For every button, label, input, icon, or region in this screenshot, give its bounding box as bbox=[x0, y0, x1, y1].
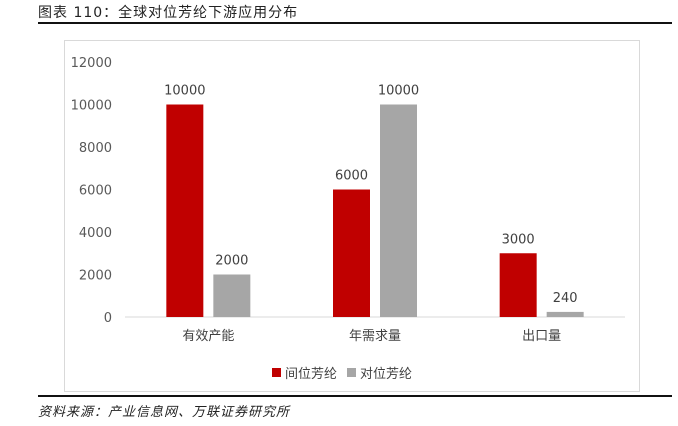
y-tick-label-6: 12000 bbox=[71, 56, 112, 71]
y-tick-label-2: 4000 bbox=[79, 226, 112, 241]
x-category-label-2: 出口量 bbox=[522, 329, 561, 344]
x-category-label-0: 有效产能 bbox=[182, 329, 234, 344]
data-label-series-1-cat-2: 240 bbox=[553, 291, 578, 306]
legend: 间位芳纶 对位芳纶 bbox=[272, 363, 412, 382]
data-label-series-0-cat-0: 10000 bbox=[164, 84, 205, 99]
source-note: 资料来源：产业信息网、万联证券研究所 bbox=[38, 405, 291, 420]
data-label-series-0-cat-1: 6000 bbox=[335, 169, 368, 184]
figure-title: 图表 110：全球对位芳纶下游应用分布 bbox=[38, 5, 299, 21]
legend-swatch-series-0 bbox=[272, 368, 281, 377]
y-tick-label-1: 2000 bbox=[79, 269, 112, 284]
bar-series-0-cat-0 bbox=[166, 104, 204, 317]
bar-series-0-cat-1 bbox=[333, 189, 370, 317]
y-tick-label-3: 6000 bbox=[79, 184, 112, 199]
y-tick-label-4: 8000 bbox=[79, 141, 112, 156]
y-tick-label-5: 10000 bbox=[71, 99, 112, 114]
x-category-label-1: 年需求量 bbox=[349, 329, 401, 344]
legend-item-series-1: 对位芳纶 bbox=[347, 363, 412, 382]
bar-series-1-cat-1 bbox=[380, 104, 417, 317]
top-rule bbox=[38, 22, 672, 24]
legend-item-series-0: 间位芳纶 bbox=[272, 363, 337, 382]
plot-frame bbox=[64, 40, 640, 392]
bar-series-1-cat-0 bbox=[213, 274, 251, 317]
bottom-rule bbox=[38, 395, 672, 397]
legend-swatch-series-1 bbox=[347, 368, 357, 377]
data-label-series-0-cat-2: 3000 bbox=[502, 232, 535, 247]
data-label-series-1-cat-1: 10000 bbox=[378, 84, 419, 99]
bar-series-1-cat-2 bbox=[546, 311, 584, 317]
bar-series-0-cat-2 bbox=[499, 253, 537, 317]
data-label-series-1-cat-0: 2000 bbox=[215, 254, 248, 269]
legend-label-series-1: 对位芳纶 bbox=[360, 367, 413, 382]
legend-label-series-0: 间位芳纶 bbox=[285, 367, 338, 382]
y-tick-label-0: 0 bbox=[104, 311, 112, 326]
